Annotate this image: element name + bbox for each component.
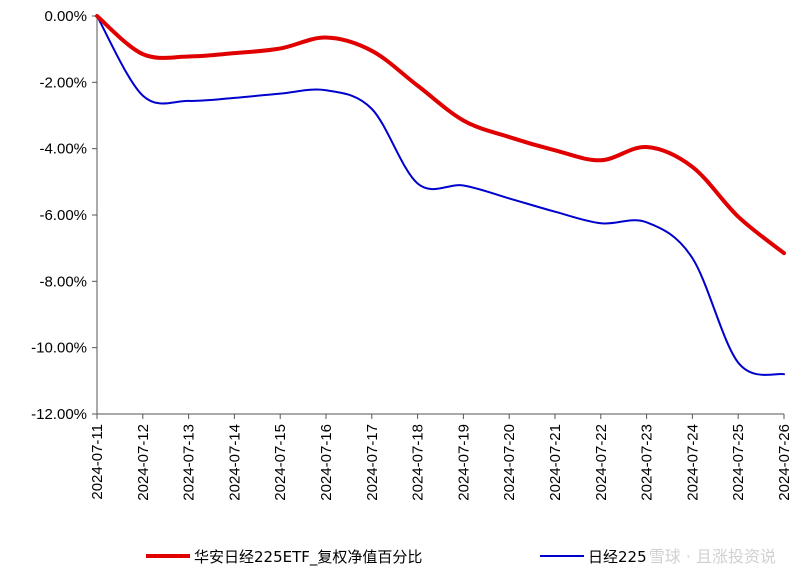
x-tick-label: 2024-07-20 [501, 424, 518, 501]
y-tick-label: -12.00% [31, 406, 87, 423]
x-tick-label: 2024-07-16 [318, 424, 335, 501]
x-tick-label: 2024-07-18 [410, 424, 427, 501]
legend-label-huaan-etf: 华安日经225ETF_复权净值百分比 [194, 548, 422, 567]
x-tick-label: 2024-07-22 [593, 424, 610, 501]
x-tick-label: 2024-07-14 [226, 424, 243, 501]
x-tick-label: 2024-07-21 [547, 424, 564, 501]
y-tick-label: -10.00% [31, 340, 87, 357]
series-line-nikkei225 [96, 15, 785, 376]
y-tick-label: 0.00% [44, 8, 87, 25]
y-tick-label: -4.00% [39, 141, 87, 158]
x-tick-label: 2024-07-26 [776, 424, 793, 501]
y-axis-ticks: 0.00% -2.00% -4.00% -6.00% -8.00% -10.00% -12.… [31, 8, 97, 423]
x-axis-ticks: 2024-07-11 2024-07-12 2024-07-13 2024-07-14… [89, 414, 793, 501]
y-tick-label: -8.00% [39, 273, 87, 290]
series-layer [95, 14, 786, 376]
x-tick-label: 2024-07-17 [364, 424, 381, 501]
legend-label-nikkei225: 日经225 [588, 548, 647, 566]
y-tick-label: -2.00% [39, 74, 87, 91]
x-tick-label: 2024-07-15 [272, 424, 289, 501]
y-tick-label: -6.00% [39, 207, 87, 224]
x-tick-label: 2024-07-24 [684, 424, 701, 501]
watermark: 雪球 · 且涨投资说 [649, 547, 776, 566]
x-tick-label: 2024-07-11 [89, 424, 106, 500]
legend: 华安日经225ETF_复权净值百分比 日经225 [146, 548, 647, 567]
x-tick-label: 2024-07-12 [135, 424, 152, 501]
plot-area: 0.00% -2.00% -4.00% -6.00% -8.00% -10.00% -12.… [31, 8, 793, 501]
series-line-huaan-etf [95, 14, 786, 256]
x-tick-label: 2024-07-25 [730, 424, 747, 501]
x-tick-label: 2024-07-23 [639, 424, 656, 501]
x-tick-label: 2024-07-19 [455, 424, 472, 501]
x-tick-label: 2024-07-13 [181, 424, 198, 501]
